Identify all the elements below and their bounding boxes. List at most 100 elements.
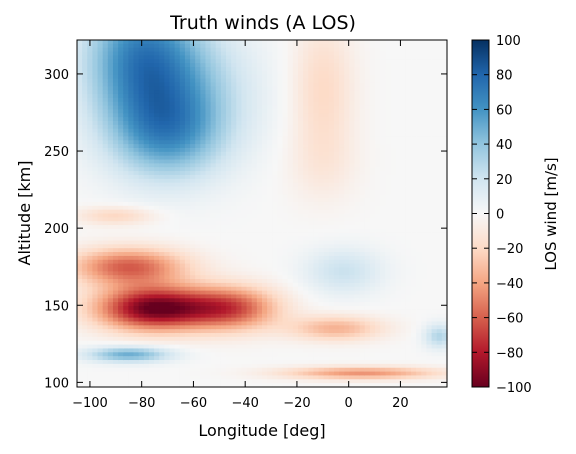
- heatmap-cell: [179, 290, 186, 296]
- heatmap-cell: [328, 363, 335, 369]
- heatmap-cell: [308, 190, 314, 195]
- heatmap-cell: [333, 140, 340, 145]
- heatmap-cell: [354, 340, 361, 346]
- heatmap-cell: [87, 367, 94, 373]
- heatmap-cell: [303, 255, 309, 261]
- heatmap-cell: [272, 244, 279, 249]
- heatmap-cell: [82, 217, 88, 222]
- heatmap-cell: [272, 70, 279, 76]
- heatmap-cell: [179, 371, 186, 377]
- heatmap-cell: [87, 174, 94, 180]
- heatmap-cell: [333, 275, 340, 280]
- heatmap-cell: [82, 51, 88, 57]
- heatmap-cell: [87, 128, 94, 134]
- heatmap-cell: [107, 325, 114, 330]
- heatmap-cell: [215, 348, 222, 353]
- heatmap-cell: [308, 275, 314, 280]
- heatmap-cell: [241, 132, 248, 137]
- heatmap-cell: [215, 171, 222, 176]
- heatmap-cell: [118, 255, 124, 261]
- heatmap-cell: [267, 151, 273, 157]
- heatmap-cell: [297, 140, 304, 145]
- heatmap-cell: [267, 329, 273, 334]
- heatmap-cell: [251, 313, 258, 319]
- heatmap-cell: [174, 163, 181, 168]
- heatmap-cell: [205, 113, 212, 118]
- heatmap-cell: [354, 78, 361, 84]
- heatmap-cell: [184, 363, 191, 369]
- heatmap-cell: [282, 298, 289, 303]
- heatmap-cell: [359, 167, 366, 172]
- heatmap-cell: [344, 124, 350, 130]
- heatmap-cell: [118, 70, 124, 76]
- heatmap-cell: [138, 90, 145, 95]
- heatmap-cell: [190, 205, 196, 211]
- heatmap-cell: [92, 240, 99, 245]
- heatmap-cell: [251, 97, 258, 103]
- heatmap-cell: [82, 325, 88, 330]
- heatmap-cell: [205, 40, 212, 45]
- heatmap-cell: [210, 279, 217, 284]
- heatmap-cell: [87, 336, 94, 342]
- heatmap-cell: [87, 163, 94, 168]
- heatmap-cell: [179, 136, 186, 141]
- heatmap-cell: [277, 336, 284, 342]
- heatmap-cell: [236, 294, 243, 299]
- heatmap-cell: [297, 59, 304, 64]
- heatmap-cell: [118, 167, 124, 172]
- heatmap-cell: [143, 279, 150, 284]
- heatmap-cell: [226, 232, 232, 238]
- heatmap-cell: [128, 120, 135, 126]
- heatmap-cell: [292, 259, 299, 265]
- heatmap-cell: [92, 356, 99, 361]
- heatmap-cell: [231, 155, 237, 161]
- heatmap-cell: [82, 78, 88, 84]
- heatmap-cell: [303, 90, 309, 95]
- heatmap-cell: [92, 55, 99, 60]
- heatmap-cell: [148, 340, 155, 346]
- heatmap-cell: [159, 228, 165, 234]
- heatmap-cell: [200, 252, 207, 257]
- heatmap-cell: [323, 340, 330, 346]
- heatmap-cell: [77, 109, 83, 114]
- heatmap-cell: [344, 66, 350, 72]
- heatmap-cell: [138, 352, 145, 357]
- heatmap-cell: [123, 43, 129, 49]
- heatmap-cell: [318, 186, 325, 191]
- heatmap-cell: [272, 286, 279, 292]
- heatmap-cell: [292, 113, 299, 118]
- heatmap-cell: [246, 90, 253, 95]
- heatmap-cell: [354, 321, 361, 326]
- heatmap-cell: [205, 128, 212, 134]
- heatmap-cell: [333, 178, 340, 184]
- heatmap-cell: [190, 336, 196, 342]
- heatmap-cell: [143, 255, 150, 261]
- heatmap-cell: [102, 144, 109, 149]
- heatmap-cell: [318, 240, 325, 245]
- heatmap-cell: [210, 240, 217, 245]
- heatmap-cell: [220, 252, 227, 257]
- heatmap-cell: [190, 113, 196, 118]
- heatmap-cell: [169, 163, 176, 168]
- heatmap-cell: [179, 190, 186, 195]
- heatmap-cell: [143, 90, 150, 95]
- heatmap-cell: [226, 117, 232, 122]
- heatmap-cell: [292, 59, 299, 64]
- heatmap-cell: [190, 356, 196, 361]
- heatmap-cell: [226, 344, 232, 350]
- heatmap-cell: [164, 367, 171, 373]
- heatmap-cell: [333, 113, 340, 118]
- heatmap-cell: [128, 290, 135, 296]
- heatmap-cell: [138, 109, 145, 114]
- heatmap-cell: [102, 124, 109, 130]
- heatmap-cell: [333, 367, 340, 373]
- heatmap-cell: [256, 74, 263, 80]
- heatmap-cell: [138, 171, 145, 176]
- heatmap-cell: [354, 178, 361, 184]
- heatmap-cell: [246, 82, 253, 87]
- heatmap-cell: [308, 225, 314, 230]
- heatmap-cell: [313, 263, 320, 269]
- heatmap-cell: [123, 325, 129, 330]
- heatmap-cell: [318, 221, 325, 226]
- heatmap-cell: [339, 294, 345, 299]
